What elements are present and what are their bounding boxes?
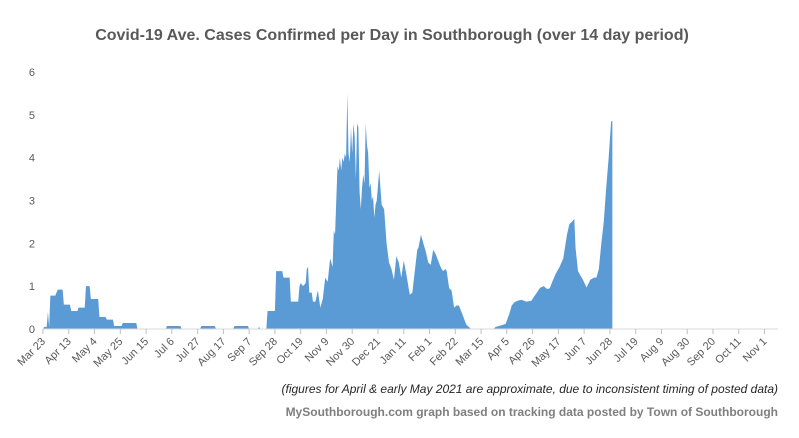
y-tick-label-1: 1 — [29, 281, 35, 293]
x-tick-label-27: Oct 11 — [713, 336, 744, 367]
chart-source: MySouthborough.com graph based on tracki… — [286, 405, 778, 419]
x-tick-label-16: Feb 22 — [428, 336, 461, 369]
x-tick-label-14: Jan 11 — [378, 336, 409, 367]
chart-note: (figures for April & early May 2021 are … — [282, 382, 778, 396]
y-tick-label-0: 0 — [29, 324, 35, 336]
y-tick-label-4: 4 — [29, 153, 35, 165]
x-tick-label-4: Jun 15 — [119, 336, 151, 368]
x-tick-label-9: Sep 28 — [247, 336, 280, 369]
x-tick-label-26: Sep 20 — [685, 336, 718, 369]
y-tick-label-6: 6 — [29, 67, 35, 79]
chart-title: Covid-19 Ave. Cases Confirmed per Day in… — [95, 27, 689, 44]
y-tick-label-3: 3 — [29, 196, 35, 208]
x-tick-label-3: May 25 — [91, 336, 125, 370]
x-tick-label-1: Apr 13 — [42, 336, 73, 367]
x-tick-label-10: Oct 19 — [274, 336, 305, 367]
x-tick-label-7: Aug 17 — [195, 336, 228, 369]
y-tick-label-5: 5 — [29, 110, 35, 122]
x-tick-label-28: Nov 1 — [741, 336, 770, 365]
x-tick-label-23: Jul 19 — [612, 336, 641, 365]
y-tick-label-2: 2 — [29, 238, 35, 250]
x-tick-label-0: Mar 23 — [15, 336, 48, 369]
x-tick-label-13: Dec 21 — [350, 336, 383, 369]
x-tick-label-22: Jun 28 — [583, 336, 615, 368]
x-tick-label-17: Mar 15 — [453, 336, 486, 369]
x-tick-label-20: May 17 — [529, 336, 563, 370]
area-series-0 — [43, 93, 613, 329]
